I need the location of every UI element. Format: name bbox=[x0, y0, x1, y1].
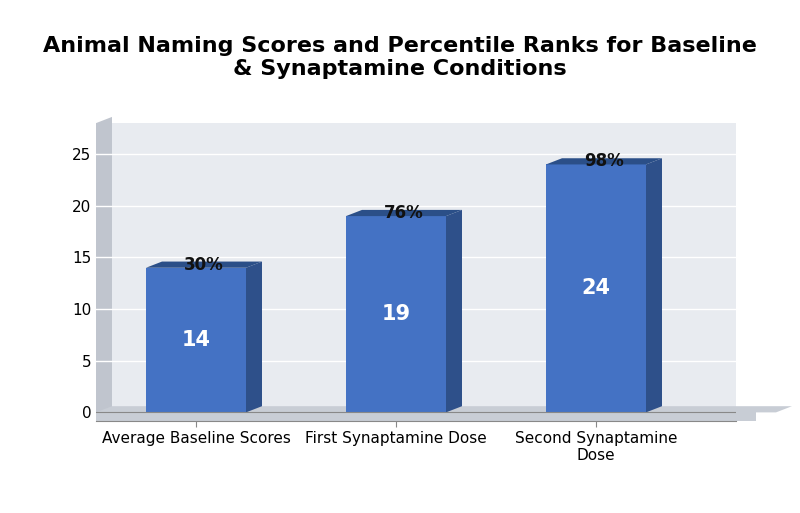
Text: 30%: 30% bbox=[184, 255, 224, 273]
Text: 76%: 76% bbox=[384, 204, 424, 222]
Polygon shape bbox=[146, 262, 262, 268]
Polygon shape bbox=[246, 262, 262, 412]
Polygon shape bbox=[546, 158, 662, 165]
Text: 14: 14 bbox=[182, 330, 210, 350]
Text: Animal Naming Scores and Percentile Ranks for Baseline
& Synaptamine Conditions: Animal Naming Scores and Percentile Rank… bbox=[43, 36, 757, 79]
Bar bbox=[346, 216, 446, 412]
Bar bbox=[546, 165, 646, 412]
Text: 98%: 98% bbox=[584, 152, 624, 170]
Bar bbox=[96, 412, 756, 421]
Polygon shape bbox=[346, 210, 462, 216]
Bar bbox=[146, 268, 246, 412]
Text: 24: 24 bbox=[582, 279, 610, 299]
Polygon shape bbox=[96, 406, 792, 412]
Polygon shape bbox=[446, 210, 462, 412]
Text: 19: 19 bbox=[382, 304, 410, 324]
Polygon shape bbox=[96, 117, 112, 421]
Polygon shape bbox=[646, 158, 662, 412]
